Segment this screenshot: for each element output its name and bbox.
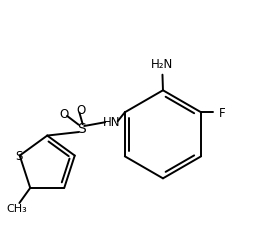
Text: S: S <box>15 149 22 162</box>
Text: S: S <box>77 121 86 136</box>
Text: H₂N: H₂N <box>151 58 173 71</box>
Text: F: F <box>219 106 225 119</box>
Text: O: O <box>59 108 69 120</box>
Text: O: O <box>77 103 86 116</box>
Text: CH₃: CH₃ <box>6 203 27 213</box>
Text: HN: HN <box>103 116 120 129</box>
